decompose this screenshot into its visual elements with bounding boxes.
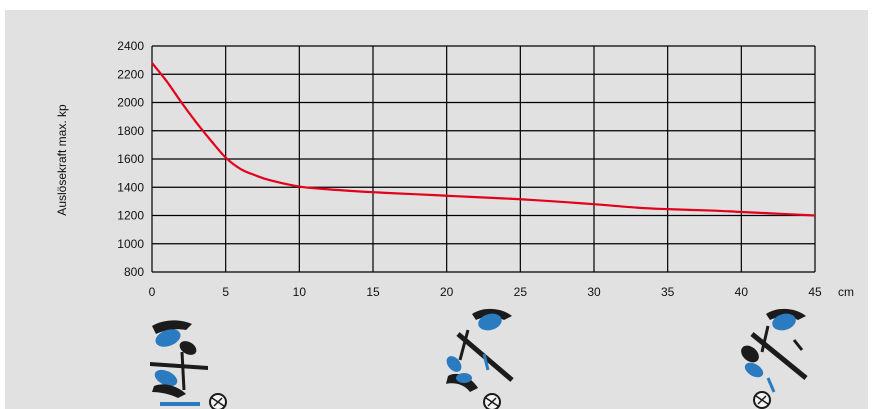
y-tick-labels: 800 1000 1200 1400 1600 1800 2000 2200 2400	[117, 39, 144, 279]
x-tick-label: 45	[808, 285, 822, 299]
y-tick-label: 1600	[117, 152, 144, 166]
y-tick-label: 1400	[117, 180, 144, 194]
x-axis-unit-label: cm	[838, 285, 854, 299]
skier-fall-icon	[150, 320, 227, 409]
y-tick-label: 1200	[117, 209, 144, 223]
series-line	[151, 62, 816, 217]
y-tick-label: 1800	[117, 124, 144, 138]
chart-panel	[5, 10, 868, 409]
x-tick-label: 15	[366, 285, 380, 299]
x-tick-label: 10	[293, 285, 307, 299]
x-tick-labels: 0 5 10 15 20 25 30 35 40 45	[149, 285, 822, 299]
y-axis-title: Auslösekraft max. kp	[55, 104, 69, 216]
x-tick-label: 20	[440, 285, 454, 299]
x-tick-label: 25	[514, 285, 528, 299]
x-tick-label: 5	[222, 285, 229, 299]
y-tick-label: 1000	[117, 237, 144, 251]
skier-fall-icon	[741, 308, 808, 409]
x-tick-label: 35	[661, 285, 675, 299]
skier-fall-icon	[446, 308, 514, 409]
x-tick-label: 40	[735, 285, 749, 299]
y-tick-label: 2000	[117, 96, 144, 110]
y-tick-label: 2400	[117, 39, 144, 53]
x-tick-label: 30	[587, 285, 601, 299]
y-tick-label: 800	[124, 265, 144, 279]
y-tick-label: 2200	[117, 67, 144, 81]
x-tick-label: 0	[149, 285, 156, 299]
grid-lines	[151, 45, 816, 273]
